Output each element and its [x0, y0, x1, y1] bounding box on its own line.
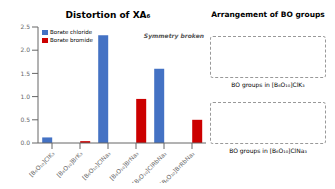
svg-text:0.0: 0.0: [20, 139, 30, 146]
svg-text:[B₆O₁₀]ClNa₃: [B₆O₁₀]ClNa₃: [80, 149, 112, 181]
html-text:Arrangement of BO groups: Arrangement of BO groups: [211, 10, 325, 19]
svg-text:1.5: 1.5: [20, 70, 30, 77]
svg-text:1.0: 1.0: [20, 93, 30, 100]
svg-text:[B₆O₁₀]BrK₃: [B₆O₁₀]BrK₃: [55, 149, 84, 178]
svg-text:2.0: 2.0: [20, 46, 30, 53]
svg-text:[B₆O₁₀]BrRbNa₂: [B₆O₁₀]BrRbNa₂: [158, 149, 196, 183]
html-text:BO groups in [B₆O₁₀]ClNa₃: BO groups in [B₆O₁₀]ClNa₃: [229, 147, 307, 154]
svg-text:2.5: 2.5: [20, 23, 30, 30]
svg-text:[B₆O₁₀]BrNa₃: [B₆O₁₀]BrNa₃: [108, 149, 140, 182]
html-text:BO groups in [B₆O₁₀]ClK₃: BO groups in [B₆O₁₀]ClK₃: [231, 81, 305, 88]
svg-text:0.5: 0.5: [20, 116, 30, 123]
html-text:Borate bromide: Borate bromide: [50, 37, 93, 43]
svg-text:[B₆O₁₀]ClK₃: [B₆O₁₀]ClK₃: [27, 149, 56, 178]
html-text:Distortion of XA₆: Distortion of XA₆: [65, 10, 151, 20]
html-text:Borate chloride: Borate chloride: [50, 29, 93, 35]
html-text:Symmetry broken: Symmetry broken: [143, 32, 204, 39]
